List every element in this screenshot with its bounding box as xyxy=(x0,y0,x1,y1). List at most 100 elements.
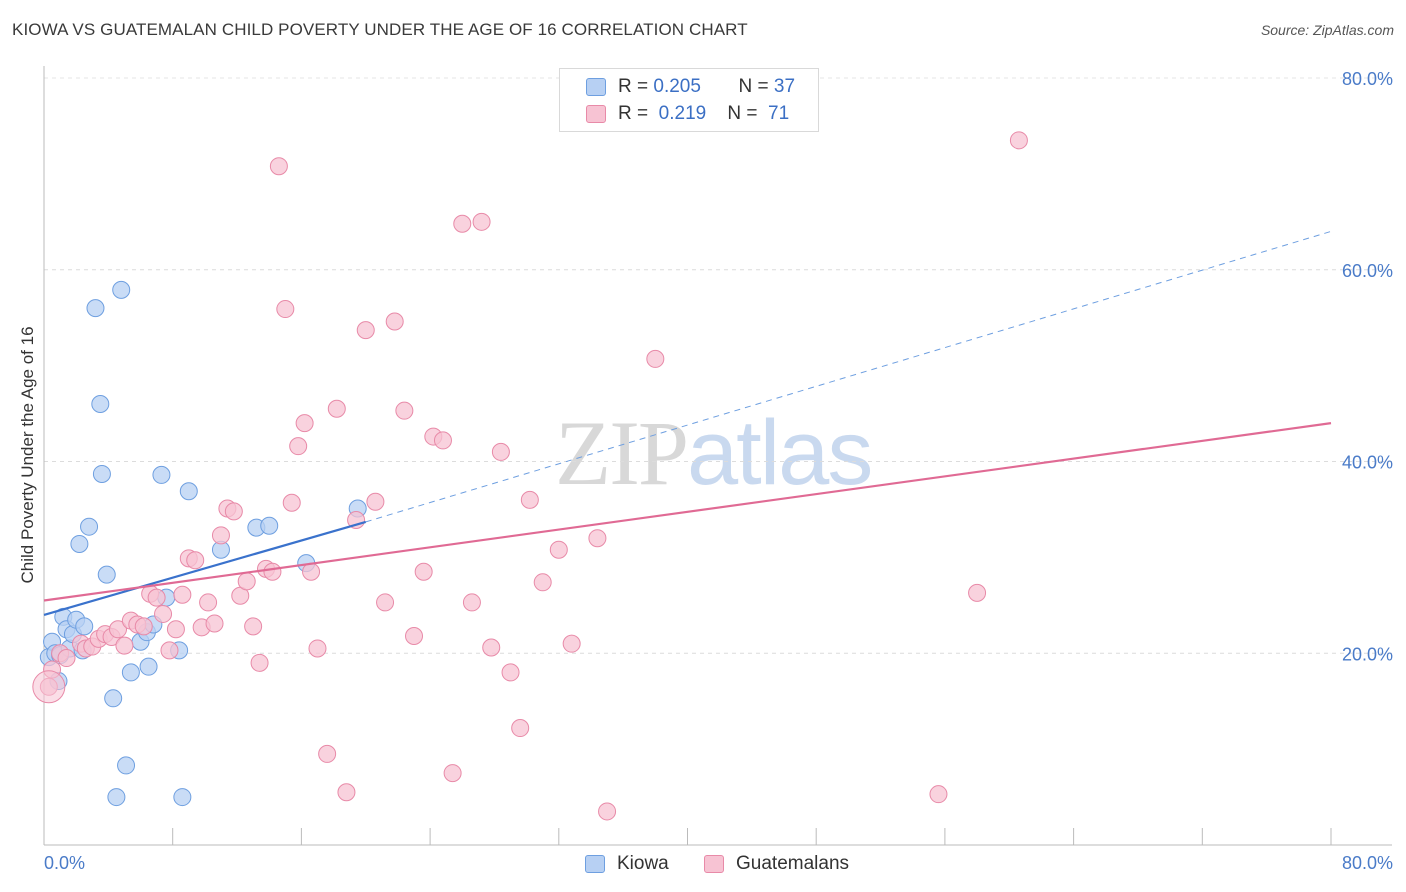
guatemalans-point xyxy=(491,442,510,461)
legend-r-label: R = xyxy=(618,76,649,97)
guatemalans-point xyxy=(308,639,327,658)
guatemalans-point xyxy=(147,588,166,607)
kiowa-trend-extension xyxy=(365,230,1332,523)
guatemalans-point xyxy=(32,670,66,704)
y-tick-label: 80.0% xyxy=(1342,69,1393,89)
guatemalans-point xyxy=(433,431,452,450)
legend-swatch-kiowa xyxy=(586,78,606,96)
kiowa-point xyxy=(75,617,94,636)
guatemalans-point xyxy=(501,663,520,682)
y-tick-label: 40.0% xyxy=(1342,453,1393,473)
y-tick-label: 20.0% xyxy=(1342,644,1393,664)
guatemalans-point xyxy=(244,617,263,636)
guatemalans-point xyxy=(376,593,395,612)
guatemalans-point xyxy=(356,321,375,340)
kiowa-point xyxy=(152,465,171,484)
correlation-legend: R = 0.205 N = 37 R = 0.219 N = 71 xyxy=(559,68,819,132)
guatemalans-point xyxy=(533,573,552,592)
guatemalans-point xyxy=(173,585,192,604)
legend-swatch-guatemalans xyxy=(586,105,606,123)
guatemalans-point xyxy=(337,783,356,802)
guatemalans-point xyxy=(205,614,224,633)
legend-r-value: 0.205 xyxy=(653,76,701,97)
bottom-legend-label-kiowa: Kiowa xyxy=(617,853,669,874)
kiowa-point xyxy=(179,482,198,501)
guatemalans-point xyxy=(968,583,987,602)
legend-row-guatemalans: R = 0.219 N = 71 xyxy=(586,102,789,126)
axes xyxy=(43,66,1392,846)
x-tick-label: 80.0% xyxy=(1342,853,1393,873)
guatemalans-point xyxy=(598,802,617,821)
guatemalans-point xyxy=(327,399,346,418)
guatemalans-point xyxy=(134,617,153,636)
guatemalans-point xyxy=(199,593,218,612)
kiowa-point xyxy=(112,280,131,299)
legend-n-value: 71 xyxy=(768,103,790,124)
guatemalans-point xyxy=(562,634,581,653)
bottom-legend-swatch-kiowa xyxy=(585,855,605,873)
bottom-legend-kiowa: Kiowa xyxy=(585,852,669,876)
guatemalans-point xyxy=(646,349,665,368)
watermark-zip: ZIP xyxy=(555,402,689,504)
guatemalans-point xyxy=(154,604,173,623)
legend-row-kiowa: R = 0.205 N = 37 xyxy=(586,75,795,99)
guatemalans-point xyxy=(263,562,282,581)
legend-n-label: N = xyxy=(738,76,769,97)
guatemalans-point xyxy=(520,490,539,509)
bottom-legend-guatemalans: Guatemalans xyxy=(704,852,849,876)
guatemalans-point xyxy=(405,626,424,645)
bottom-legend-label-guatemalans: Guatemalans xyxy=(736,853,850,874)
guatemalans-point xyxy=(302,562,321,581)
guatemalans-point xyxy=(289,437,308,456)
guatemalans-point xyxy=(318,744,337,763)
kiowa-trend-line xyxy=(43,520,367,616)
x-tick-label: 0.0% xyxy=(44,853,85,873)
guatemalans-point xyxy=(588,529,607,548)
guatemalans-point xyxy=(237,572,256,591)
kiowa-point xyxy=(104,689,123,708)
guatemalans-point xyxy=(1009,131,1028,150)
kiowa-point xyxy=(91,394,110,413)
legend-n-value: 37 xyxy=(773,76,796,97)
kiowa-point xyxy=(139,657,158,676)
guatemalans-point xyxy=(472,212,491,231)
kiowa-point xyxy=(173,788,192,807)
kiowa-point xyxy=(117,756,136,775)
kiowa-point xyxy=(92,464,111,483)
chart-title: KIOWA VS GUATEMALAN CHILD POVERTY UNDER … xyxy=(12,20,748,39)
guatemalans-point xyxy=(414,562,433,581)
kiowa-point xyxy=(86,299,105,318)
guatemalans-point xyxy=(549,540,568,559)
guatemalans-point xyxy=(160,641,179,660)
guatemalans-point xyxy=(115,636,134,655)
bottom-legend-swatch-guatemalans xyxy=(704,855,724,873)
kiowa-point xyxy=(70,534,89,553)
source-label: Source: ZipAtlas.com xyxy=(1260,22,1394,38)
legend-n-label: N = xyxy=(727,103,758,124)
guatemalans-point xyxy=(482,638,501,657)
guatemalans-point xyxy=(282,493,301,512)
guatemalans-point xyxy=(224,502,243,521)
guatemalans-point xyxy=(186,551,205,570)
guatemalans-point xyxy=(276,300,295,319)
guatemalans-point xyxy=(295,414,314,433)
legend-r-value: 0.219 xyxy=(658,103,707,124)
guatemalans-point xyxy=(57,649,76,668)
kiowa-point xyxy=(121,663,140,682)
watermark: ZIPatlas xyxy=(555,400,873,506)
guatemalans-point xyxy=(511,719,530,738)
guatemalans-point xyxy=(385,312,404,331)
guatemalans-point xyxy=(211,526,230,545)
trend-lines xyxy=(43,230,1332,616)
watermark-atlas: atlas xyxy=(687,402,873,504)
guatemalans-point xyxy=(395,401,414,420)
guatemalans-point xyxy=(366,492,385,511)
grid-lines xyxy=(44,77,1392,654)
y-axis-label: Child Poverty Under the Age of 16 xyxy=(18,326,37,583)
guatemalans-point xyxy=(250,653,269,672)
y-tick-label: 60.0% xyxy=(1342,261,1393,281)
kiowa-point xyxy=(260,516,279,535)
kiowa-point xyxy=(97,565,116,584)
guatemalans-point xyxy=(453,214,472,233)
